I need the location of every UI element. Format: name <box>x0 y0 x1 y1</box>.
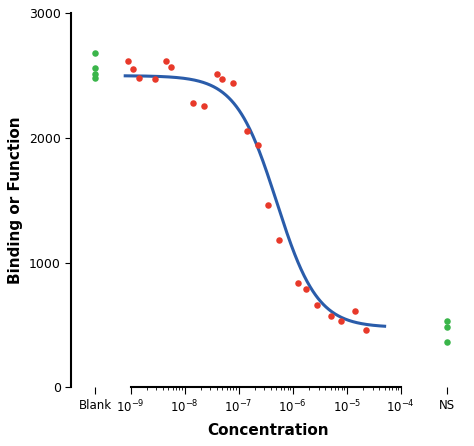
Point <box>124 57 132 64</box>
Point <box>91 50 99 57</box>
Point <box>275 237 283 244</box>
Point <box>443 339 451 346</box>
Point <box>91 65 99 72</box>
Point <box>337 318 345 325</box>
Point <box>219 76 226 83</box>
Point <box>189 99 197 107</box>
Point <box>135 74 143 82</box>
Point <box>213 71 221 78</box>
Point <box>229 79 237 87</box>
Point <box>443 318 451 325</box>
Point <box>327 313 334 320</box>
Point <box>243 127 251 134</box>
Point <box>302 285 310 293</box>
Point <box>362 326 370 334</box>
Y-axis label: Binding or Function: Binding or Function <box>9 116 23 284</box>
Point <box>91 71 99 78</box>
Point <box>151 76 159 83</box>
Point <box>167 63 175 70</box>
Point <box>254 142 261 149</box>
Point <box>351 308 359 315</box>
X-axis label: Concentration: Concentration <box>208 423 329 438</box>
Point <box>162 57 170 64</box>
Point <box>443 324 451 331</box>
Point <box>313 301 321 309</box>
Point <box>91 74 99 82</box>
Point <box>264 202 272 209</box>
Point <box>294 279 302 286</box>
Point <box>200 102 207 109</box>
Point <box>129 66 137 73</box>
